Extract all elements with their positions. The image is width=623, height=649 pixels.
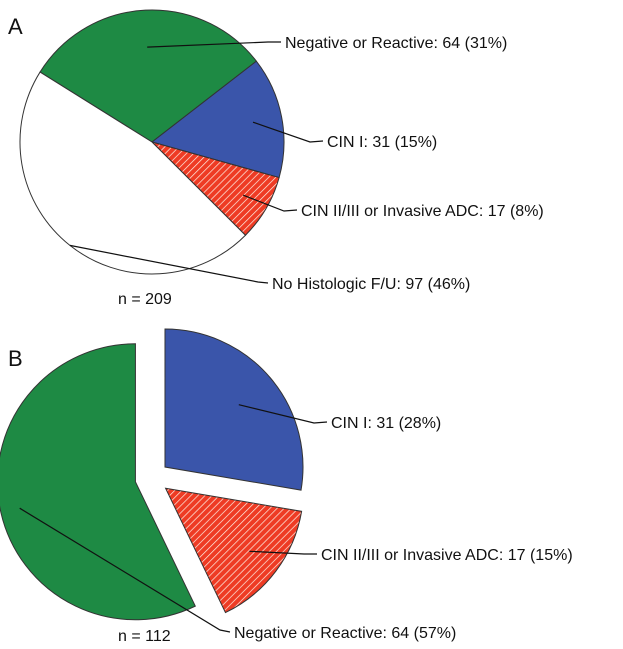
pie-chart-a: Negative or Reactive: 64 (31%) CIN I: 31 … — [19, 9, 544, 293]
panel-a-letter: A — [8, 14, 23, 39]
leader-line-a-negative-or-reactive — [147, 41, 281, 48]
slice-a-negative-or-reactive — [39, 9, 258, 143]
slice-label-a-cin-ii-iii-or-invasive-adc: CIN II/III or Invasive ADC: 17 (8%) — [301, 203, 544, 220]
sample-size-a: n = 209 — [118, 291, 172, 308]
slice-b-cin-ii-iii-or-invasive-adc — [164, 487, 303, 614]
slice-a-cin-i — [150, 60, 285, 179]
leader-line-a-cin-ii-iii-or-invasive-adc — [242, 194, 298, 212]
slice-label-a-no-histologic-f-u: No Histologic F/U: 97 (46%) — [272, 276, 470, 293]
pie-chart-b: CIN I: 31 (28%) CIN II/III or Invasive AD… — [0, 328, 573, 642]
sample-size-b: n = 112 — [118, 628, 171, 645]
slice-label-a-cin-i: CIN I: 31 (15%) — [327, 134, 437, 151]
leader-line-a-no-histologic-f-u — [69, 244, 269, 284]
slice-label-b-negative-or-reactive: Negative or Reactive: 64 (57%) — [234, 625, 456, 642]
slice-b-cin-i — [164, 328, 304, 491]
leader-line-b-negative-or-reactive — [19, 507, 231, 633]
slice-b-negative-or-reactive — [0, 343, 196, 621]
leader-line-a-cin-i — [252, 121, 324, 143]
panel-b-letter: B — [8, 346, 23, 371]
slice-label-b-cin-i: CIN I: 31 (28%) — [331, 415, 441, 432]
slice-label-b-cin-ii-iii-or-invasive-adc: CIN II/III or Invasive ADC: 17 (15%) — [321, 547, 573, 564]
slice-label-a-negative-or-reactive: Negative or Reactive: 64 (31%) — [285, 35, 507, 52]
leader-line-b-cin-i — [238, 404, 328, 424]
leader-line-b-cin-ii-iii-or-invasive-adc — [249, 550, 317, 555]
